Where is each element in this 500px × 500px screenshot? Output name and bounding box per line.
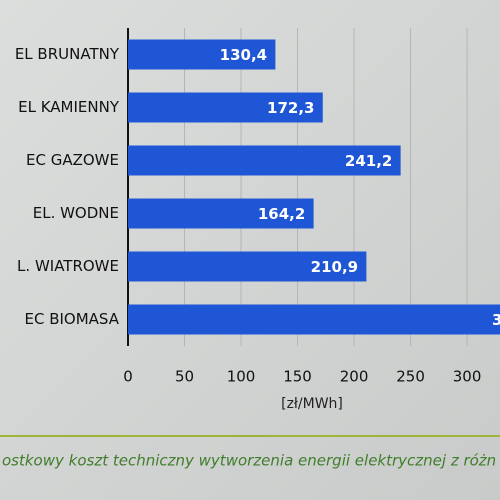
y-tick-label: L. WIATROWE <box>17 257 119 275</box>
x-tick-label: 100 <box>227 368 256 386</box>
bar <box>128 198 314 229</box>
x-tick-label: 0 <box>123 368 133 386</box>
value-label: 172,3 <box>267 99 314 117</box>
bar <box>128 145 401 176</box>
x-tick-label: 250 <box>396 368 425 386</box>
bar <box>128 251 367 282</box>
x-tick-label: 300 <box>453 368 482 386</box>
x-tick-label: 200 <box>340 368 369 386</box>
bar <box>128 304 500 335</box>
x-axis-label: [zł/MWh] <box>281 396 343 412</box>
value-label: 241,2 <box>345 152 392 170</box>
value-label: 164,2 <box>258 205 305 223</box>
y-tick-label: EL KAMIENNY <box>18 98 120 116</box>
y-tick-label: EC BIOMASA <box>24 310 119 328</box>
x-tick-label: 150 <box>283 368 312 386</box>
y-tick-label: EL BRUNATNY <box>15 45 120 63</box>
y-tick-label: EC GAZOWE <box>26 151 119 169</box>
x-tick-label: 50 <box>175 368 194 386</box>
y-tick-label: EL. WODNE <box>33 204 119 222</box>
bar <box>128 39 276 70</box>
bar <box>128 92 323 123</box>
caption: ostkowy koszt techniczny wytworzenia ene… <box>2 452 496 470</box>
value-label: 3 <box>492 311 500 329</box>
value-label: 210,9 <box>311 258 358 276</box>
value-label: 130,4 <box>220 46 267 64</box>
